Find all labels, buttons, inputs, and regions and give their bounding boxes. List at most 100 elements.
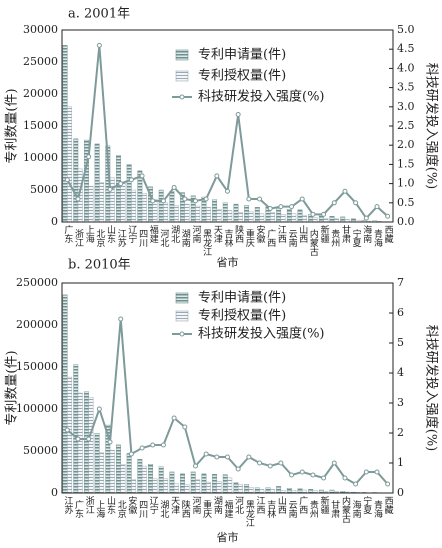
y2-axis-label: 科技研发投入强度(%)	[424, 63, 440, 190]
x-tick-label: 内蒙古	[308, 228, 319, 257]
legend-label: 专利授权量(件)	[198, 308, 286, 324]
line-marker	[257, 460, 263, 466]
bar	[158, 189, 164, 223]
y2-tick-label: 0.0	[397, 215, 415, 228]
line-marker	[75, 436, 81, 442]
bar	[227, 210, 233, 223]
bar	[216, 208, 222, 223]
x-tick-label: 福建	[223, 499, 234, 519]
x-tick-label: 河北	[158, 228, 169, 248]
line-marker	[342, 475, 348, 481]
bar	[116, 444, 121, 494]
x-tick-label: 山西	[276, 496, 287, 515]
x-tick-label: 天津	[212, 225, 223, 244]
x-tick-label: 云南	[287, 500, 298, 518]
bar	[141, 192, 147, 223]
line-marker	[118, 316, 124, 322]
x-tick-label: 湖南	[180, 229, 191, 247]
y-tick-label: 50000	[23, 444, 58, 457]
line-marker	[267, 463, 273, 469]
y2-tick-label: 4.5	[397, 42, 415, 55]
bar	[180, 473, 185, 494]
x-tick-label: 山东	[105, 225, 116, 243]
bar	[254, 207, 260, 223]
x-tick-label: 西藏	[383, 496, 394, 515]
bar	[233, 203, 239, 223]
bar	[84, 391, 89, 494]
bar	[116, 155, 121, 223]
line-marker	[75, 196, 81, 202]
bar	[148, 464, 153, 494]
line-marker	[353, 481, 359, 487]
bar	[248, 487, 254, 494]
x-tick-label: 辽宁	[148, 496, 159, 514]
legend-label: 科技研发投入强度(%)	[198, 326, 325, 342]
x-tick-label: 黑龙江	[244, 500, 255, 528]
bar	[62, 45, 68, 223]
bar	[312, 217, 318, 223]
x-tick-label: 西藏	[383, 225, 394, 244]
line-marker	[96, 406, 102, 412]
x-tick-label: 广西	[265, 228, 276, 248]
bar	[77, 392, 83, 494]
legend-marker	[179, 94, 185, 100]
bar	[340, 216, 346, 223]
x-tick-label: 安徽	[255, 224, 266, 244]
bar	[94, 143, 100, 223]
bar	[163, 202, 169, 223]
line-marker	[225, 188, 230, 194]
x-tick-label: 山西	[297, 225, 308, 244]
x-tick-label: 浙江	[73, 228, 84, 248]
line-marker	[289, 472, 295, 478]
line-marker	[363, 469, 369, 475]
line-marker	[310, 211, 316, 217]
x-tick-label: 贵州	[308, 499, 319, 518]
line-marker	[289, 204, 295, 210]
bar	[169, 191, 175, 223]
plot-frame	[61, 282, 394, 494]
y-tick-label: 5000	[30, 183, 58, 196]
x-tick-label: 重庆	[244, 228, 255, 248]
line-marker	[150, 442, 156, 448]
bar	[280, 214, 286, 223]
line-marker	[118, 181, 124, 187]
y2-tick-label: 3.0	[397, 100, 415, 113]
x-tick-label: 辽宁	[126, 225, 137, 243]
line-marker	[321, 475, 327, 481]
bar	[73, 138, 79, 223]
bar	[67, 106, 73, 223]
x-tick-label: 湖北	[158, 500, 169, 519]
x-tick-label: 河南	[190, 495, 201, 514]
x-tick-label: 安徽	[126, 495, 137, 515]
bar	[259, 489, 265, 494]
line-marker	[139, 445, 145, 451]
bar	[237, 484, 243, 494]
x-tick-label: 山东	[105, 496, 116, 514]
line-marker	[246, 196, 252, 202]
legend-swatch	[175, 310, 189, 322]
bar	[190, 471, 196, 494]
bar	[237, 212, 243, 223]
y2-tick-label: 1.0	[397, 177, 415, 190]
line-marker	[278, 460, 284, 466]
legend-label: 专利授权量(件)	[198, 68, 286, 84]
y2-tick-label: 4	[397, 366, 404, 379]
x-tick-label: 北京	[94, 229, 105, 248]
line-marker	[171, 184, 177, 190]
line-marker	[150, 198, 156, 204]
bar	[163, 478, 169, 494]
y2-tick-label: 2	[397, 426, 404, 439]
line-marker	[86, 154, 92, 160]
bar	[323, 217, 329, 223]
line-marker	[182, 424, 188, 430]
bar	[152, 478, 158, 494]
line-marker	[353, 200, 359, 206]
bar	[248, 211, 254, 223]
bar	[259, 213, 265, 223]
line-marker	[235, 111, 241, 117]
legend-swatch	[175, 292, 189, 304]
bar	[276, 486, 282, 494]
line-marker	[160, 442, 166, 448]
line-marker	[299, 196, 305, 202]
bar	[120, 182, 126, 223]
